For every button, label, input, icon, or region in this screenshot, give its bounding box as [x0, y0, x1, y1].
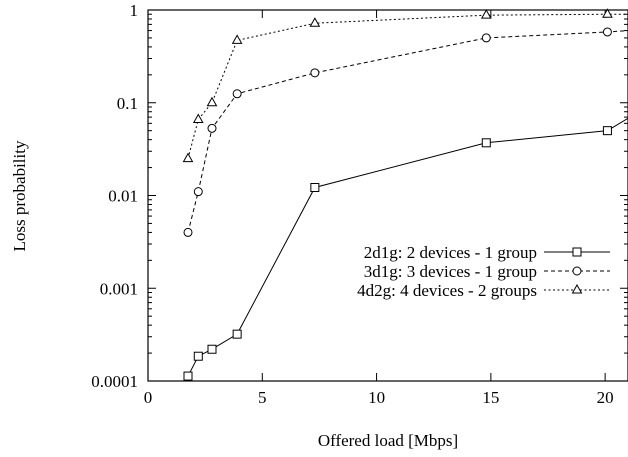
data-point — [193, 187, 203, 197]
data-point — [183, 371, 193, 381]
data-point — [310, 182, 320, 192]
series-line — [187, 30, 628, 233]
data-point — [232, 89, 242, 99]
axis-ticks: 0 5 10 15 20 0.0001 0.001 0.01 0.1 1 — [91, 1, 628, 407]
data-point — [481, 138, 491, 148]
data-point — [310, 68, 320, 78]
data-point — [602, 27, 612, 37]
data-point — [232, 329, 242, 339]
data-point — [192, 113, 204, 123]
y-tick-label: 0.01 — [108, 187, 138, 206]
legend-marker — [571, 283, 583, 294]
y-axis-label: Loss probability — [10, 140, 29, 251]
plot-area-frame — [147, 9, 628, 382]
x-tick-label: 15 — [482, 388, 499, 407]
x-axis-label: Offered load [Mbps] — [318, 431, 458, 450]
data-point — [481, 33, 491, 43]
series-line — [187, 13, 628, 159]
y-tick-label: 0.1 — [117, 94, 138, 113]
data-point — [309, 17, 321, 27]
x-tick-label: 10 — [368, 388, 385, 407]
x-tick-label: 0 — [144, 388, 153, 407]
data-point — [206, 96, 218, 107]
series-triangle — [182, 8, 628, 163]
y-tick-label: 0.001 — [100, 279, 138, 298]
legend-label: 2d1g: 2 devices - 1 group — [364, 243, 537, 262]
data-point — [207, 344, 217, 354]
series-layer — [182, 8, 628, 381]
series-circle — [183, 27, 628, 237]
data-point — [207, 123, 217, 133]
data-point — [193, 351, 203, 361]
legend-label: 4d2g: 4 devices - 2 groups — [357, 281, 537, 300]
data-point — [480, 9, 492, 19]
data-point — [183, 227, 193, 237]
y-tick-label: 0.0001 — [91, 372, 138, 391]
legend-marker — [572, 247, 582, 257]
x-tick-label: 20 — [597, 388, 614, 407]
legend-marker — [572, 266, 582, 276]
series-square — [183, 117, 628, 381]
x-tick-label: 5 — [258, 388, 267, 407]
y-tick-label: 1 — [130, 1, 139, 20]
data-point — [231, 34, 243, 44]
data-point — [602, 126, 612, 136]
data-point — [182, 152, 194, 163]
data-point — [602, 8, 613, 18]
legend-label: 3d1g: 3 devices - 1 group — [364, 262, 537, 281]
